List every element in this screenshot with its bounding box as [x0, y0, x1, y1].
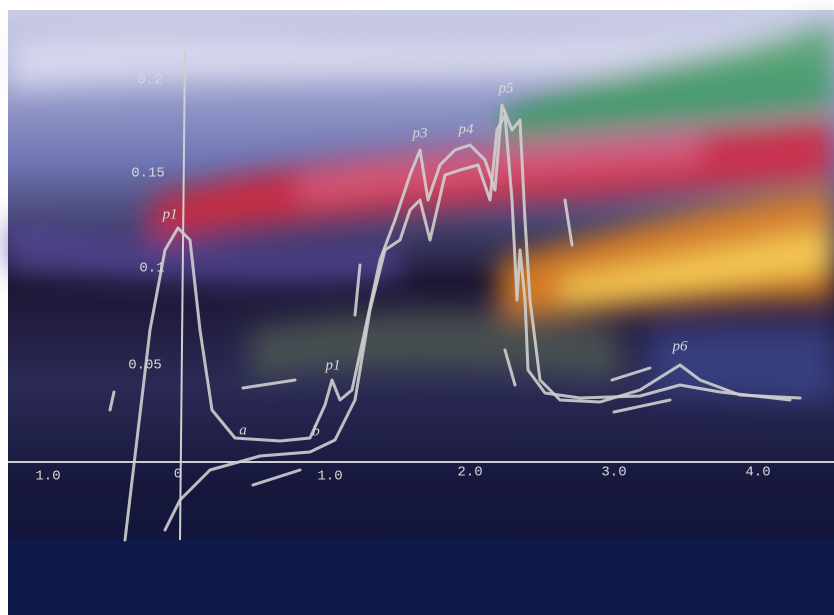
artwork: 0.2 0.15 0.1 0.05 1.0 0 1.0 2.0 3.0 4.0 …	[0, 0, 834, 615]
curve-label: a	[239, 422, 247, 438]
y-label: 0.05	[128, 358, 162, 374]
y-label: 0.15	[131, 166, 165, 182]
peak-label: p5	[498, 80, 515, 96]
bottom-band	[8, 540, 834, 615]
x-label: 0	[174, 467, 182, 483]
peak-label: p6	[672, 338, 689, 354]
peak-label: p1	[162, 206, 178, 222]
x-label: 1.0	[317, 469, 342, 485]
peak-label: p3	[412, 125, 428, 141]
y-label: 0.2	[137, 73, 162, 89]
x-label: 1.0	[35, 469, 60, 485]
y-label: 0.1	[139, 261, 164, 277]
page: 0.2 0.15 0.1 0.05 1.0 0 1.0 2.0 3.0 4.0 …	[0, 0, 834, 615]
peak-label: p4	[458, 121, 475, 137]
x-label: 3.0	[601, 465, 626, 481]
peak-label: p1	[325, 357, 341, 373]
x-label: 2.0	[457, 465, 482, 481]
curve-label: b	[312, 423, 320, 439]
x-label: 4.0	[745, 465, 770, 481]
